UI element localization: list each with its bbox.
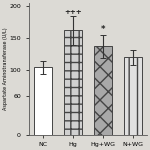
Y-axis label: Aspartate Aminotransferase (U/L): Aspartate Aminotransferase (U/L) [3,27,8,110]
Text: *: * [101,25,105,34]
Bar [34,67,52,135]
Text: +++: +++ [64,9,82,15]
Bar [94,46,112,135]
Bar [64,30,82,135]
Bar [124,57,142,135]
